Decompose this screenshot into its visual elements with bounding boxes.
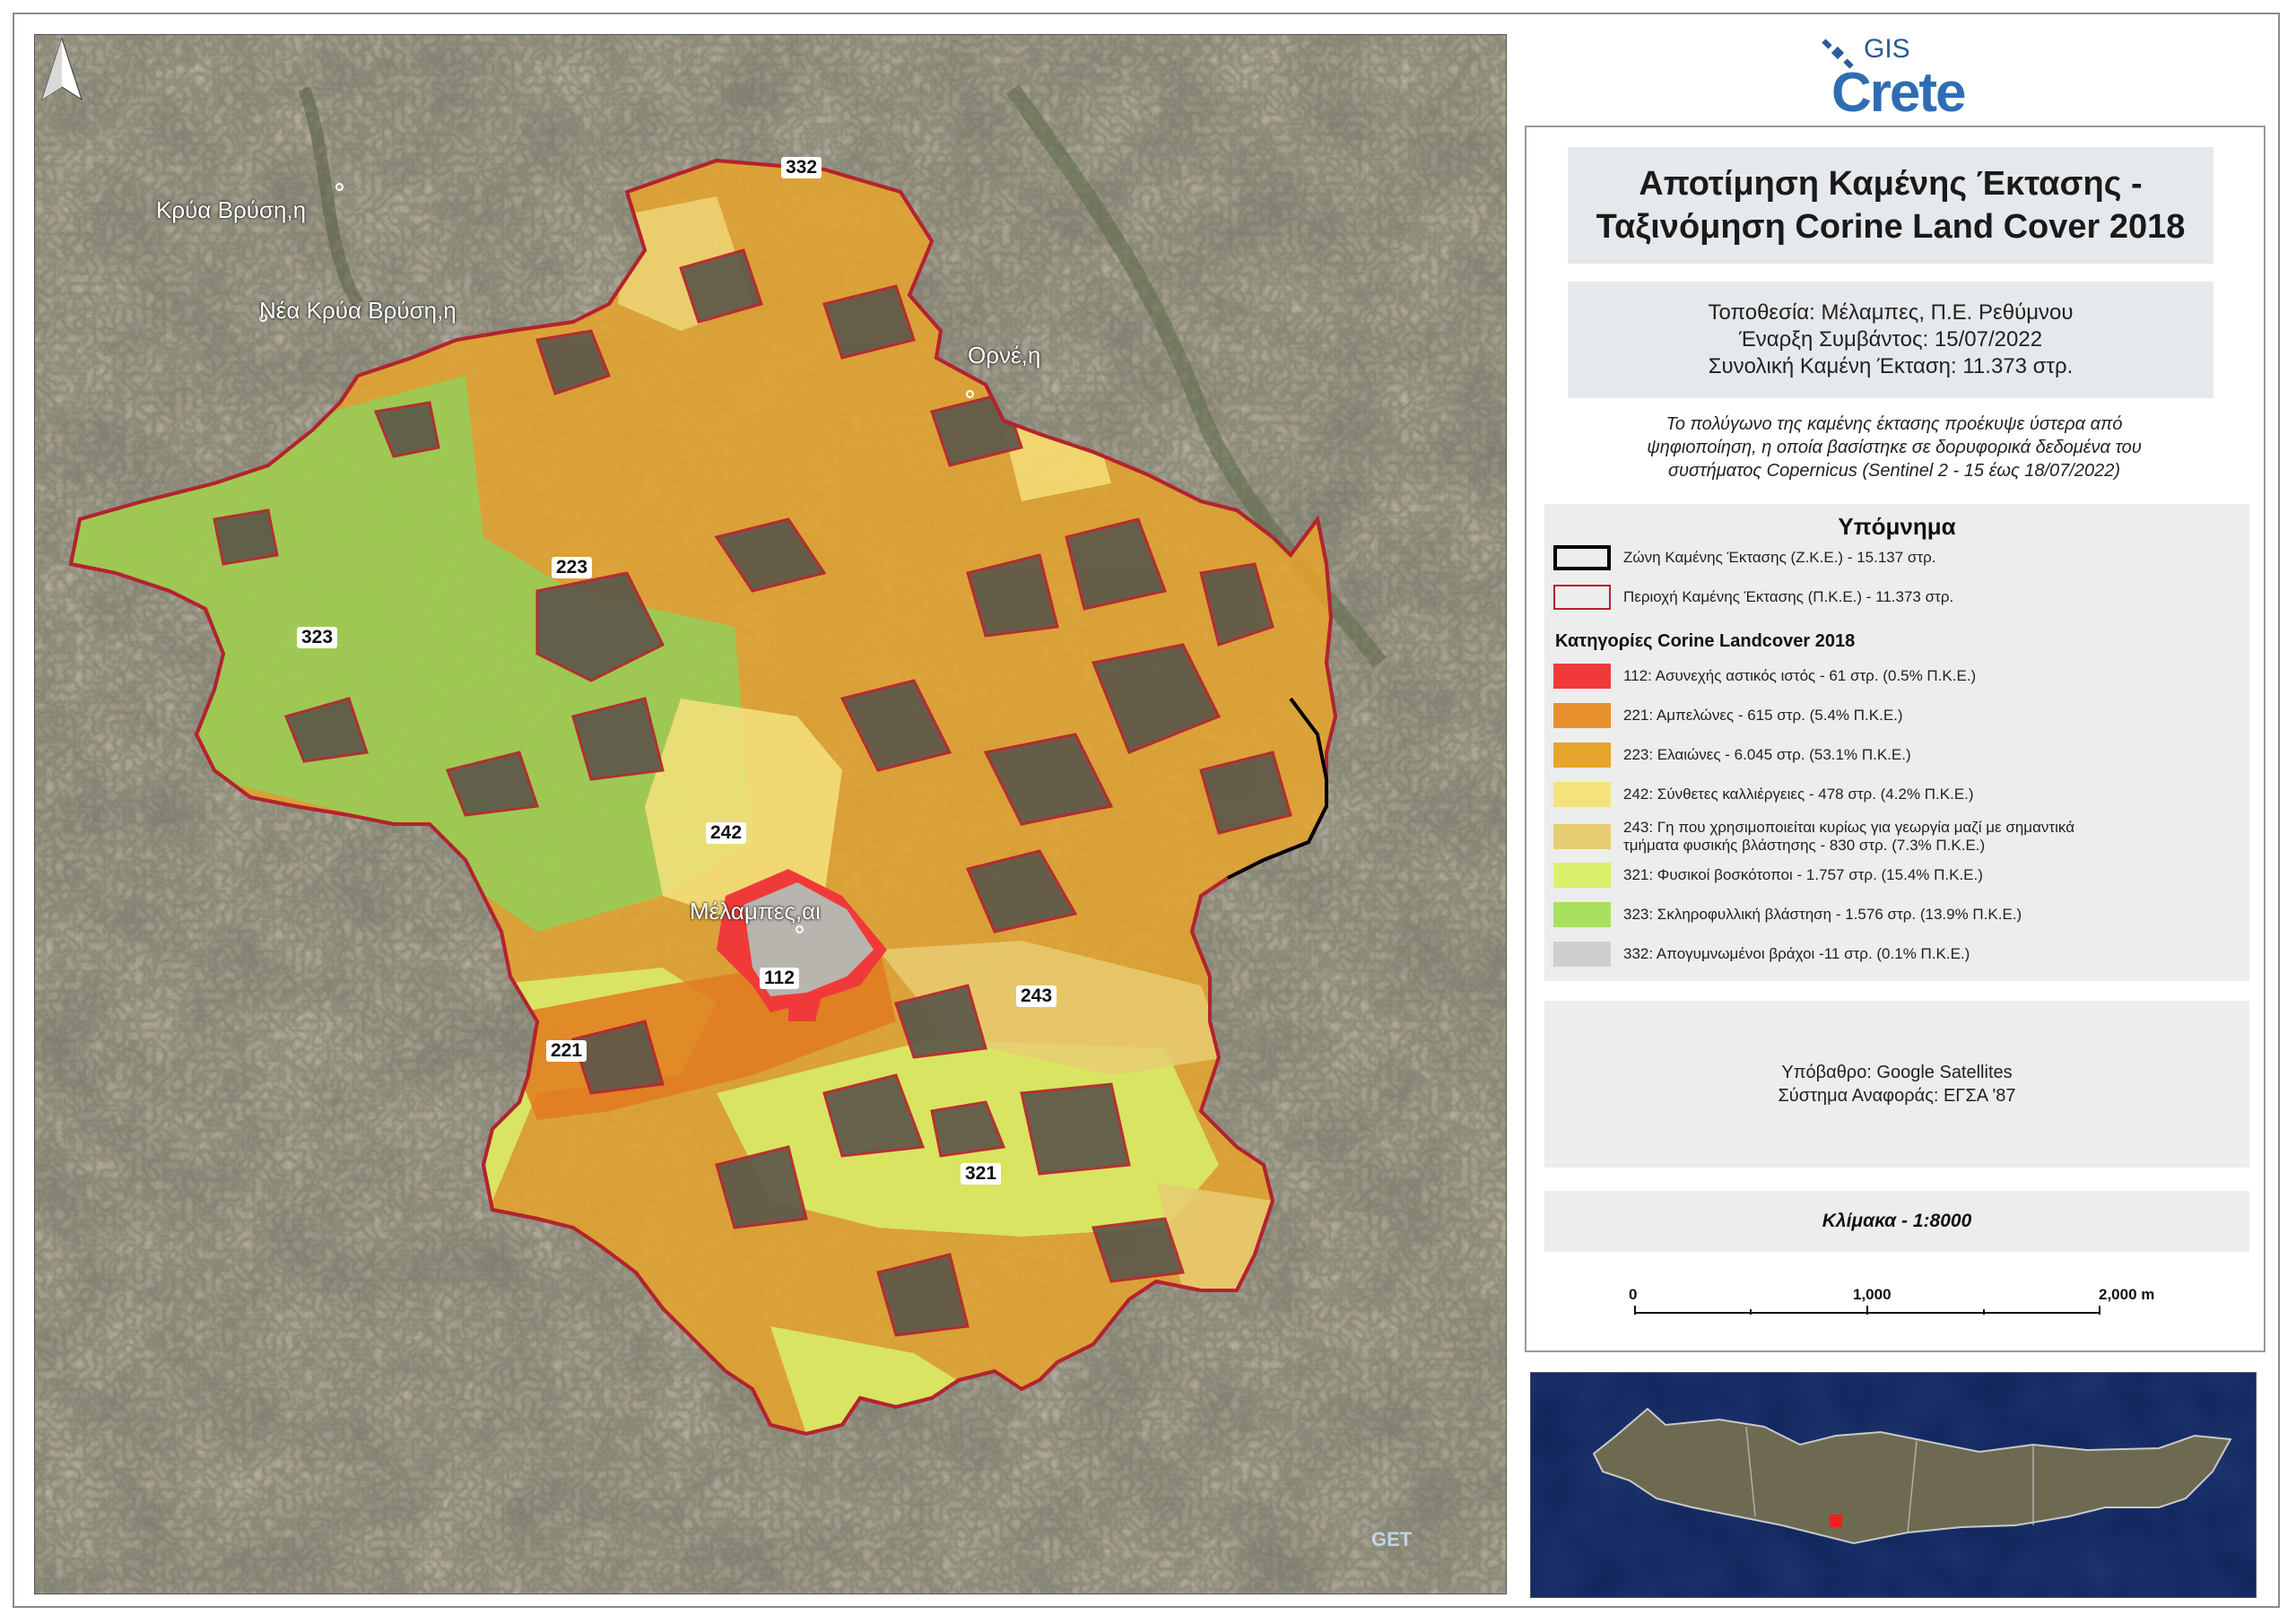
legend-label-221: 221: Αμπελώνες - 615 στρ. (5.4% Π.Κ.Ε.) <box>1623 707 1903 724</box>
legend-subtitle: Κατηγορίες Corine Landcover 2018 <box>1555 631 1856 651</box>
map-canvas <box>35 35 1506 1594</box>
basemap-text: Υπόβαθρο: Google Satellites <box>1781 1063 2013 1082</box>
swatch-321 <box>1553 863 1611 888</box>
swatch-332 <box>1553 942 1611 967</box>
place-marker <box>335 183 344 191</box>
note-line: συστήματος Copernicus (Sentinel 2 - 15 έ… <box>1668 461 2120 481</box>
place-marker <box>259 314 267 322</box>
legend: Υπόμνημα Ζώνη Καμένης Έκτασης (Ζ.Κ.Ε.) -… <box>1544 504 2249 981</box>
swatch-243 <box>1553 824 1611 849</box>
legend-title: Υπόμνημα <box>1838 513 1956 540</box>
method-note: Το πολύγωνο της καμένης έκτασης προέκυψε… <box>1580 413 2208 482</box>
legend-item-243: 243: Γη που χρησιμοποιείται κυρίως για γ… <box>1553 818 2074 855</box>
legend-label-321: 321: Φυσικοί βοσκότοποι - 1.757 στρ. (15… <box>1623 866 1983 883</box>
code-label-223: 223 <box>552 557 593 578</box>
legend-label-223: 223: Ελαιώνες - 6.045 στρ. (53.1% Π.Κ.Ε.… <box>1623 746 1911 763</box>
legend-label-323: 323: Σκληροφυλλική βλάστηση - 1.576 στρ.… <box>1623 906 2022 923</box>
note-line: ψηφιοποίηση, η οποία βασίστηκε σε δορυφο… <box>1647 438 2142 457</box>
swatch-112 <box>1553 664 1611 689</box>
page-frame <box>13 13 2280 1608</box>
legend-panel: Αποτίμηση Καμένης Έκτασης - Ταξινόμηση C… <box>1525 126 2266 1352</box>
location-marker <box>1830 1515 1842 1527</box>
legend-item-242: 242: Σύνθετες καλλιέργειες - 478 στρ. (4… <box>1553 780 1974 809</box>
north-arrow-icon <box>41 37 83 101</box>
place-label-nea-krya-vrysi: Νέα Κρύα Βρύση,η <box>259 297 457 324</box>
start-date-text: Έναρξη Συμβάντος: 15/07/2022 <box>1738 327 2043 352</box>
logo-crete-text: Crete <box>1831 62 1967 124</box>
legend-label-112: 112: Ασυνεχής αστικός ιστός - 61 στρ. (0… <box>1623 667 1977 684</box>
legend-item-321: 321: Φυσικοί βοσκότοποι - 1.757 στρ. (15… <box>1553 861 1983 890</box>
burned-area-outline <box>68 158 1338 1437</box>
swatch-323 <box>1553 902 1611 927</box>
inset-map-crete[interactable] <box>1530 1372 2257 1598</box>
map-title-line1: Αποτίμηση Καμένης Έκτασης - <box>1639 165 2143 203</box>
swatch-242 <box>1553 782 1611 807</box>
scale-text: Κλίμακα - 1:8000 <box>1822 1211 1972 1231</box>
place-label-krya-vrysi: Κρύα Βρύση,η <box>156 196 307 223</box>
legend-label-243-line2: τμήματα φυσικής βλάστησης - 830 στρ. (7.… <box>1623 837 1986 854</box>
legend-item-area: Περιοχή Καμένης Έκτασης (Π.Κ.Ε.) - 11.37… <box>1553 583 1953 612</box>
scale-tick-0: 0 <box>1629 1286 1638 1303</box>
scale-bar: 0 1,000 2,000 m <box>1629 1286 2172 1322</box>
legend-item-223: 223: Ελαιώνες - 6.045 στρ. (53.1% Π.Κ.Ε.… <box>1553 741 1911 769</box>
note-line: Το πολύγωνο της καμένης έκτασης προέκυψε… <box>1665 414 2123 434</box>
code-label-323: 323 <box>297 627 338 648</box>
place-label-orne: Ορνέ,η <box>968 342 1041 369</box>
area-swatch <box>1553 585 1611 610</box>
scale-box: Κλίμακα - 1:8000 <box>1544 1191 2249 1252</box>
legend-item-112: 112: Ασυνεχής αστικός ιστός - 61 στρ. (0… <box>1553 662 1976 690</box>
crs-text: Σύστημα Αναφοράς: ΕΓΣΑ '87 <box>1778 1086 2016 1106</box>
map-title-line2: Ταξινόμηση Corine Land Cover 2018 <box>1596 208 2186 246</box>
title-box: Αποτίμηση Καμένης Έκτασης - Ταξινόμηση C… <box>1568 147 2213 264</box>
place-marker <box>796 925 804 934</box>
get-watermark-logo: GET <box>1371 1528 1413 1550</box>
satellite-icon <box>1822 39 1854 69</box>
legend-item-323: 323: Σκληροφυλλική βλάστηση - 1.576 στρ.… <box>1553 900 2022 929</box>
inset-map-canvas <box>1531 1373 2256 1597</box>
legend-label-243-line1: 243: Γη που χρησιμοποιείται κυρίως για γ… <box>1623 819 2075 836</box>
burned-area-text: Συνολική Καμένη Έκταση: 11.373 στρ. <box>1708 354 2074 378</box>
code-label-243: 243 <box>1016 986 1057 1007</box>
place-marker <box>966 390 974 398</box>
legend-item-221: 221: Αμπελώνες - 615 στρ. (5.4% Π.Κ.Ε.) <box>1553 701 1903 730</box>
code-label-112: 112 <box>760 968 799 989</box>
scale-tick-2000: 2,000 m <box>2099 1286 2155 1303</box>
burned-zone-outline <box>1227 697 1328 880</box>
zone-swatch <box>1553 545 1611 570</box>
code-label-321: 321 <box>961 1163 1002 1185</box>
code-label-242: 242 <box>706 822 747 844</box>
gis-crete-logo: GIS Crete <box>1812 27 1991 126</box>
legend-label-242: 242: Σύνθετες καλλιέργειες - 478 στρ. (4… <box>1623 786 1974 803</box>
logo-gis-text: GIS <box>1864 34 1910 64</box>
swatch-223 <box>1553 743 1611 768</box>
legend-zone-label: Ζώνη Καμένης Έκτασης (Ζ.Κ.Ε.) - 15.137 σ… <box>1623 549 1936 566</box>
swatch-221 <box>1553 703 1611 728</box>
code-label-332: 332 <box>781 157 822 178</box>
legend-label-332: 332: Απογυμνωμένοι βράχοι -11 στρ. (0.1%… <box>1623 945 1970 962</box>
legend-area-label: Περιοχή Καμένης Έκτασης (Π.Κ.Ε.) - 11.37… <box>1623 588 1954 605</box>
main-map[interactable]: Κρύα Βρύση,η Νέα Κρύα Βρύση,η Ορνέ,η Μέλ… <box>34 34 1507 1594</box>
legend-item-332: 332: Απογυμνωμένοι βράχοι -11 στρ. (0.1%… <box>1553 940 1970 968</box>
source-box: Υπόβαθρο: Google Satellites Σύστημα Αναφ… <box>1544 1001 2249 1168</box>
info-box: Τοποθεσία: Μέλαμπες, Π.Ε. Ρεθύμνου Έναρξ… <box>1568 282 2213 398</box>
legend-item-zone: Ζώνη Καμένης Έκτασης (Ζ.Κ.Ε.) - 15.137 σ… <box>1553 543 1936 572</box>
scale-bar-graphic <box>1634 1306 2100 1315</box>
code-label-221: 221 <box>546 1040 587 1062</box>
legend-label-243: 243: Γη που χρησιμοποιείται κυρίως για γ… <box>1623 819 2074 855</box>
scale-tick-1000: 1,000 <box>1853 1286 1892 1303</box>
place-label-melampes: Μέλαμπες,αι <box>690 898 821 925</box>
location-text: Τοποθεσία: Μέλαμπες, Π.Ε. Ρεθύμνου <box>1708 300 2074 325</box>
